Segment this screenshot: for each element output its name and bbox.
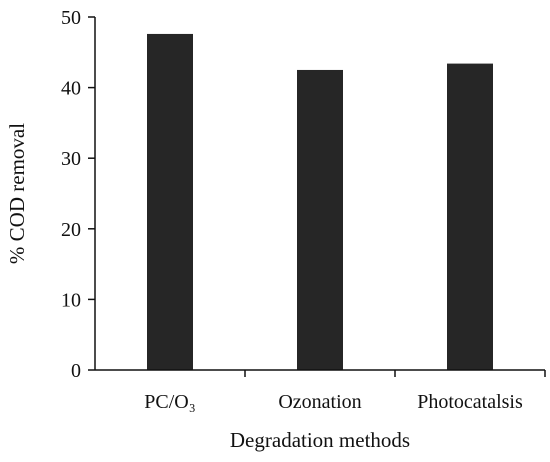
y-tick-label-1: 10 <box>61 289 81 311</box>
y-tick-label-3: 30 <box>61 148 81 170</box>
y-tick-label-2: 20 <box>61 219 81 241</box>
bar-0 <box>147 33 193 370</box>
bar-1 <box>297 69 343 370</box>
x-axis-ticks <box>244 370 546 377</box>
x-category-label-2: Photocatalsis <box>417 391 523 413</box>
x-category-label-1: Ozonation <box>278 391 361 413</box>
y-axis-title: % COD removal <box>5 123 29 264</box>
y-tick-label-0: 0 <box>71 360 81 382</box>
y-axis-ticks <box>88 16 95 371</box>
x-axis-title: Degradation methods <box>230 428 410 452</box>
x-category-label-0: PC/O₃ <box>144 391 195 413</box>
x-axis-category-labels: PC/O₃ Ozonation Photocatalsis <box>144 391 523 413</box>
bar-2 <box>447 63 493 370</box>
y-axis-tick-labels: 0 10 20 30 40 50 <box>61 7 81 382</box>
y-tick-label-4: 40 <box>61 78 81 100</box>
bars <box>147 33 493 370</box>
y-tick-label-5: 50 <box>61 7 81 29</box>
